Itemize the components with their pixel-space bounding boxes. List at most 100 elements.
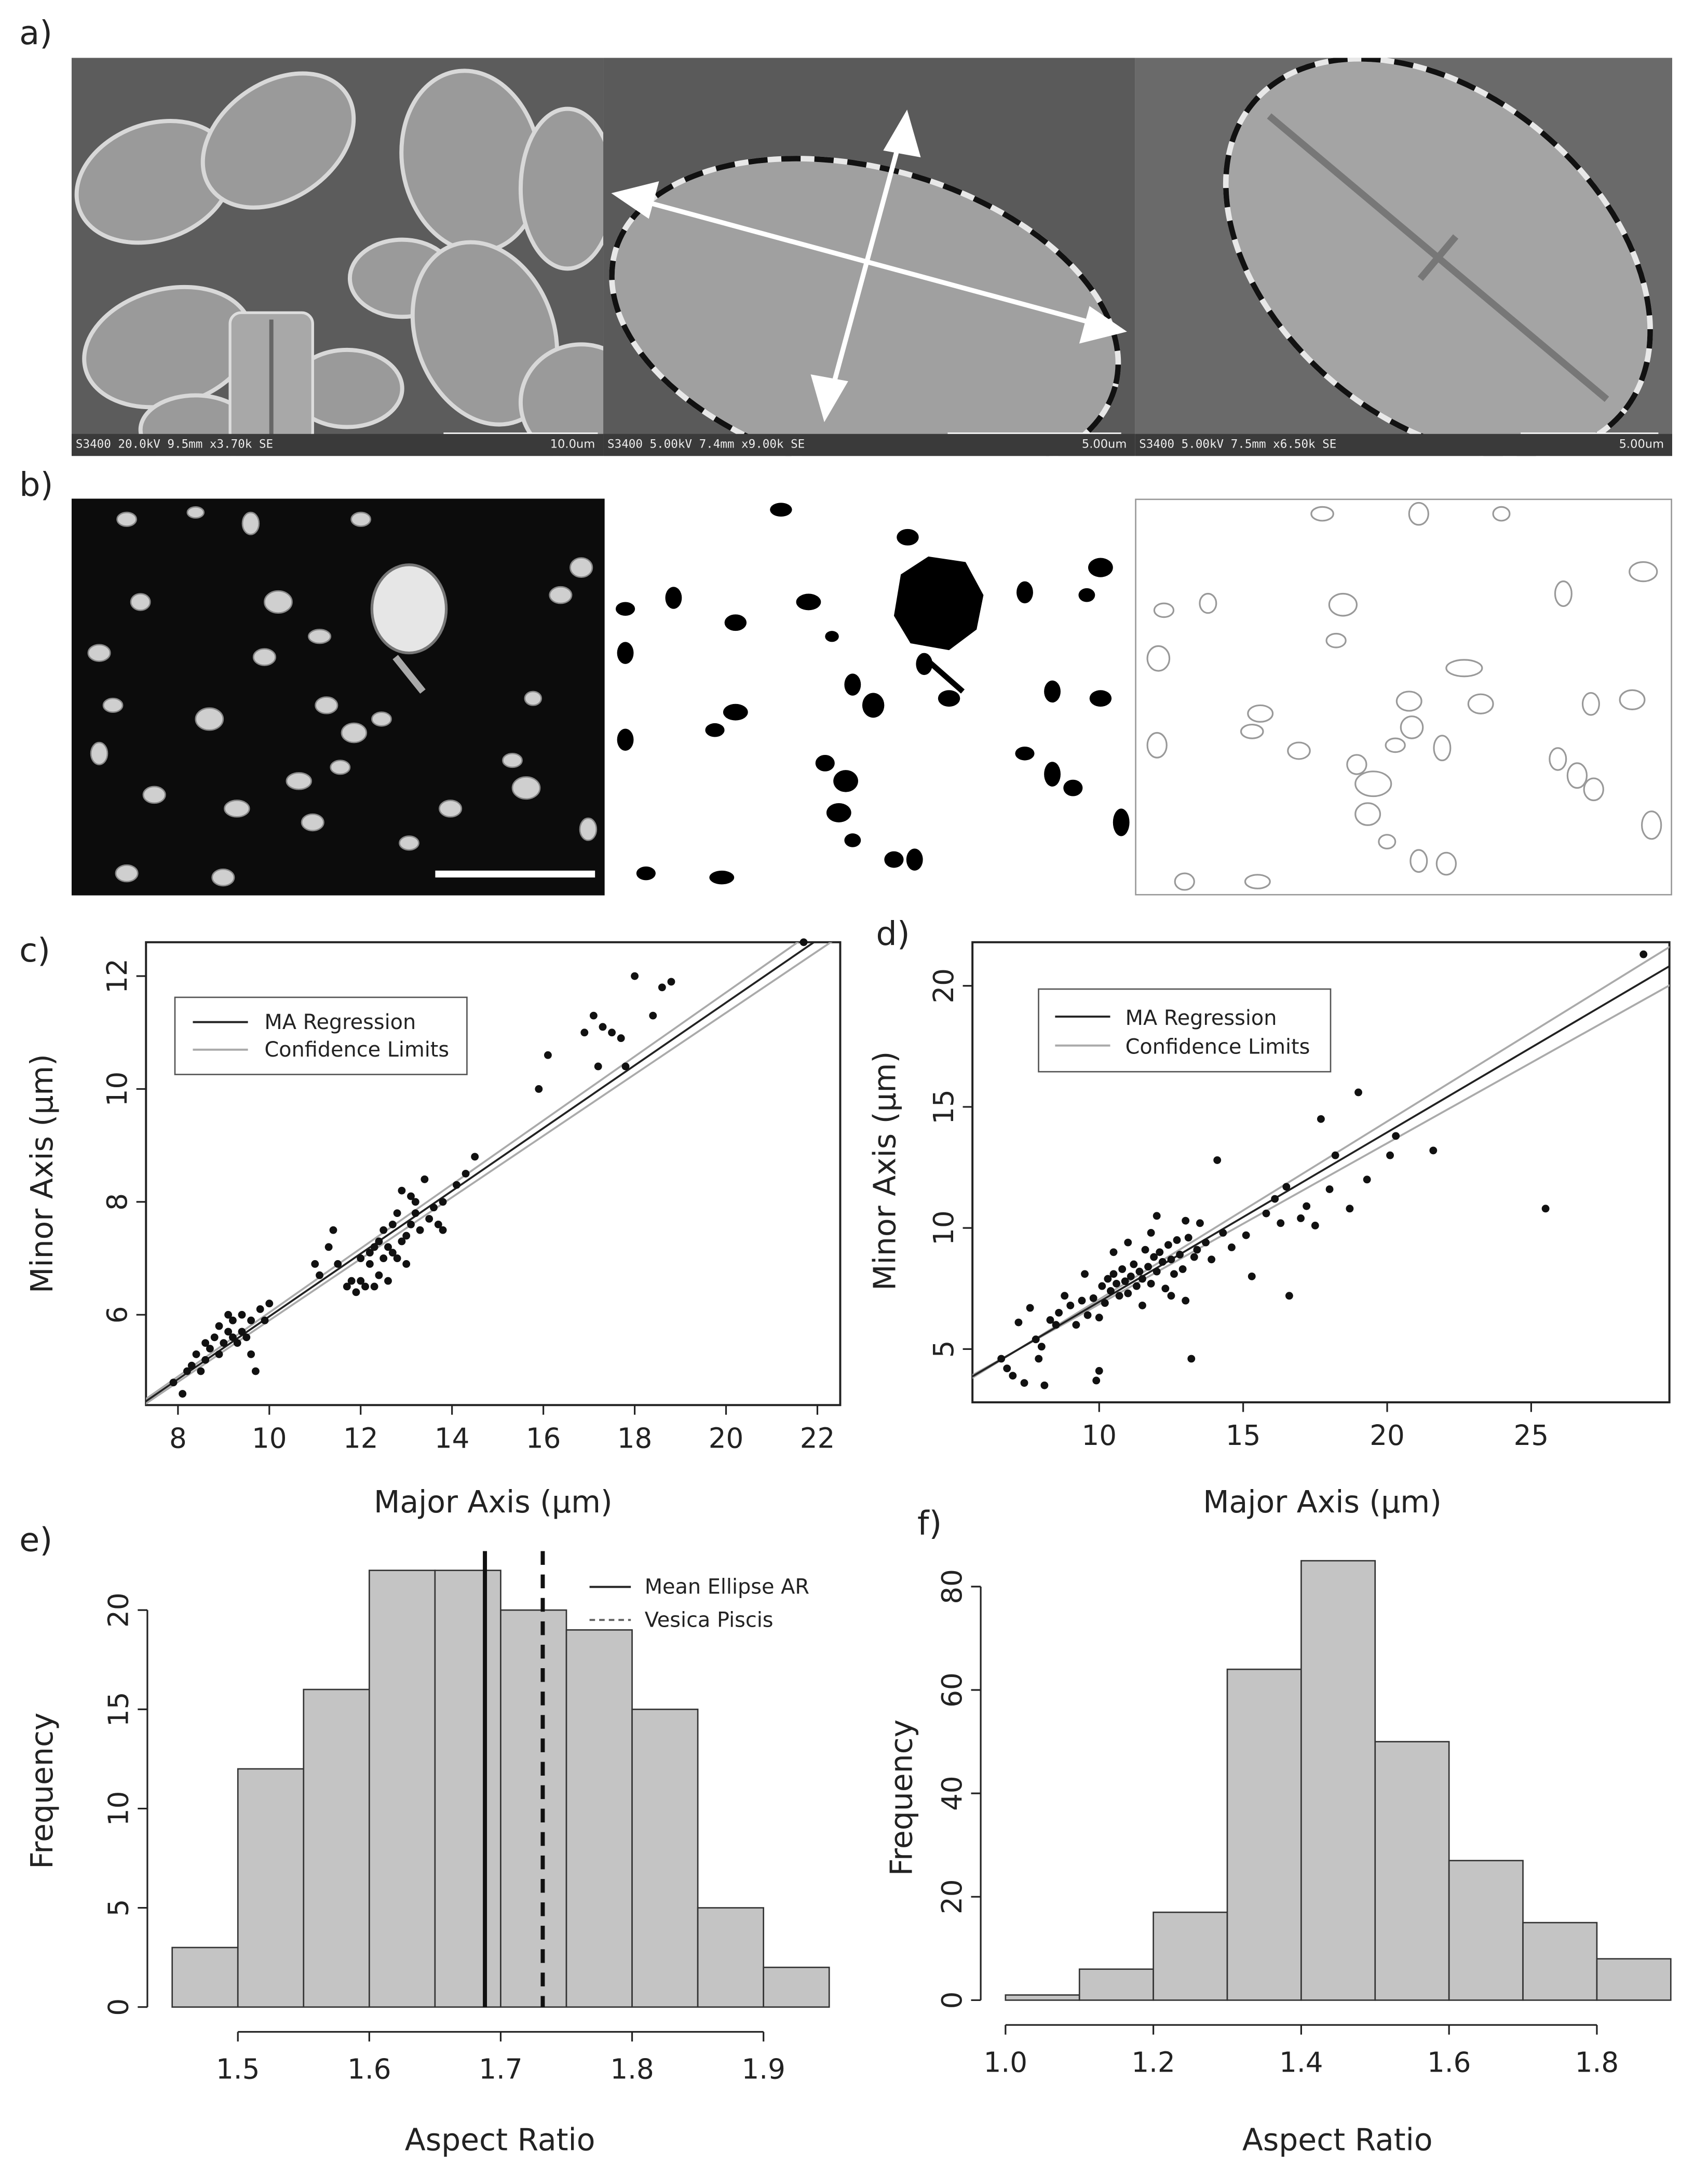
data-point — [316, 1271, 323, 1279]
panel-label-a: a) — [19, 13, 53, 52]
y-axis-label-c: Minor Axis (µm) — [24, 1054, 60, 1293]
histogram-bar — [368, 1570, 436, 2008]
scatter-points-c — [169, 938, 808, 1398]
data-point — [311, 1260, 319, 1268]
y-tick-label: 40 — [936, 1776, 968, 1811]
data-point — [324, 1243, 333, 1251]
data-point — [215, 1322, 223, 1330]
data-point — [1095, 1367, 1103, 1375]
histogram-bar — [565, 1629, 633, 2008]
y-tick-label: 8 — [101, 1193, 133, 1211]
x-axis-c: 8 10 12 14 16 18 20 22 — [169, 1405, 835, 1455]
data-point — [210, 1333, 219, 1342]
data-point — [1297, 1214, 1305, 1222]
x-tick-label: 15 — [1226, 1419, 1261, 1452]
sem-image-1: S3400 20.0kV 9.5mm x3.70k SE 10.0um — [71, 58, 604, 456]
data-point — [407, 1220, 415, 1228]
fluorescent-diatoms — [71, 498, 605, 896]
data-point — [1141, 1246, 1149, 1254]
data-point — [361, 1282, 369, 1291]
data-point — [1282, 1183, 1291, 1191]
data-point — [1219, 1229, 1227, 1237]
data-point — [1132, 1282, 1141, 1290]
sem-diatoms-cluster — [71, 58, 604, 456]
data-point — [238, 1310, 246, 1319]
sem-scale-label-2: 5.00um — [1081, 438, 1127, 452]
data-point — [621, 1062, 630, 1071]
x-axis-e: 1.5 1.6 1.7 1.8 1.9 — [216, 2031, 785, 2086]
histogram-bar — [697, 1907, 764, 2008]
y-tick-label: 12 — [101, 958, 133, 994]
confidence-lower-c — [146, 942, 833, 1405]
data-point — [1138, 1275, 1146, 1283]
sem-footer-1: S3400 20.0kV 9.5mm x3.70k SE — [71, 434, 604, 456]
histogram-f: 1.0 1.2 1.4 1.6 1.8 0 20 40 60 80 Aspect Ratio F… — [884, 1560, 1672, 2158]
scatter-chart-c: 8 10 12 14 16 18 20 22 6 8 10 12 MA Regression Con… — [24, 938, 842, 1520]
data-point — [256, 1305, 264, 1313]
x-tick-label: 18 — [617, 1423, 653, 1455]
data-point — [631, 972, 639, 980]
data-point — [1109, 1270, 1118, 1278]
data-point — [1193, 1246, 1201, 1254]
data-point — [1104, 1275, 1112, 1283]
data-point — [1158, 1258, 1167, 1266]
y-tick-label: 20 — [103, 1592, 135, 1628]
data-point — [1115, 1292, 1123, 1300]
data-point — [393, 1209, 401, 1218]
data-point — [1271, 1195, 1279, 1203]
fitted-ellipses — [1146, 502, 1662, 891]
data-point — [1109, 1248, 1118, 1256]
histogram-bar — [500, 1609, 567, 2008]
data-point — [1147, 1279, 1155, 1288]
data-point — [1331, 1151, 1339, 1159]
data-point — [233, 1339, 241, 1347]
data-point — [1061, 1292, 1069, 1300]
data-point — [594, 1062, 602, 1071]
x-axis-label-e: Aspect Ratio — [405, 2122, 595, 2158]
data-point — [192, 1350, 200, 1358]
sem-footer-3: S3400 5.00kV 7.5mm x6.50k SE — [1135, 434, 1672, 456]
data-point — [1156, 1248, 1164, 1256]
histogram-bar — [1522, 1922, 1598, 2001]
data-point — [365, 1249, 374, 1257]
data-point — [1161, 1284, 1170, 1293]
data-point — [1037, 1343, 1046, 1351]
data-point — [608, 1029, 616, 1037]
data-point — [197, 1367, 205, 1375]
data-point — [242, 1333, 251, 1342]
histogram-bar — [1078, 1968, 1154, 2001]
sem-single-diatom-outline — [1135, 58, 1672, 456]
data-point — [384, 1243, 392, 1251]
data-point — [1118, 1265, 1127, 1273]
data-point — [1173, 1236, 1181, 1244]
x-tick-label: 16 — [526, 1423, 561, 1455]
data-point — [384, 1277, 392, 1285]
y-axis-label-e: Frequency — [24, 1712, 60, 1869]
x-axis-f: 1.0 1.2 1.4 1.6 1.8 — [984, 2024, 1619, 2078]
y-tick-label: 60 — [936, 1672, 968, 1708]
y-tick-label: 15 — [103, 1692, 135, 1727]
data-point — [1113, 1279, 1120, 1288]
data-point — [1262, 1209, 1270, 1218]
y-tick-label: 10 — [101, 1072, 133, 1107]
fluorescence-image — [71, 498, 605, 896]
data-point — [411, 1198, 419, 1206]
data-point — [1127, 1272, 1135, 1280]
legend-e: Mean Ellipse AR Vesica Piscis — [589, 1575, 809, 1632]
data-point — [667, 978, 675, 986]
legend-box-d — [1038, 988, 1332, 1073]
data-point — [1003, 1364, 1011, 1373]
y-axis-f: 0 20 40 60 80 — [936, 1569, 982, 2009]
data-point — [1035, 1355, 1043, 1363]
data-point — [1285, 1292, 1293, 1300]
data-point — [1202, 1238, 1210, 1247]
x-tick-label: 20 — [709, 1423, 744, 1455]
sem-scale-label-3: 5.00um — [1619, 438, 1664, 452]
data-point — [1046, 1316, 1054, 1324]
data-point — [1083, 1311, 1092, 1319]
data-point — [398, 1186, 406, 1195]
data-point — [1072, 1321, 1080, 1329]
sem-footer-2: S3400 5.00kV 7.4mm x9.00k SE — [603, 434, 1135, 456]
data-point — [1135, 1267, 1144, 1276]
data-point — [1026, 1304, 1034, 1312]
